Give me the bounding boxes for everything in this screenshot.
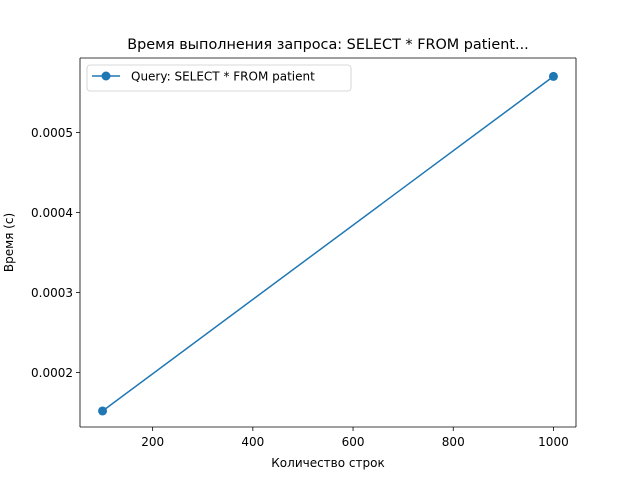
y-tick-label: 0.0004: [31, 206, 73, 220]
x-tick-label: 600: [342, 435, 365, 449]
x-tick-label: 800: [442, 435, 465, 449]
axes-frame: [79, 57, 577, 428]
y-tick-label: 0.0003: [31, 286, 73, 300]
y-axis-label: Время (с): [2, 213, 16, 272]
y-tick-label: 0.0005: [31, 126, 73, 140]
y-tick-label: 0.0002: [31, 366, 73, 380]
data-point: [98, 406, 108, 416]
legend-marker-swatch: [101, 71, 111, 81]
series-line: [102, 75, 554, 412]
x-tick-label: 400: [241, 435, 264, 449]
y-axis-ticks: 0.0002 0.0003 0.0004 0.0005: [31, 126, 80, 380]
series-layer: [98, 71, 558, 416]
legend-label: Query: SELECT * FROM patient: [131, 70, 315, 84]
data-point: [548, 71, 558, 81]
legend-box: [86, 64, 352, 92]
x-tick-label: 1000: [538, 435, 569, 449]
x-axis-ticks: 200 400 600 800 1000: [141, 427, 569, 449]
x-tick-label: 200: [141, 435, 164, 449]
chart-title: Время выполнения запроса: SELECT * FROM …: [127, 37, 528, 53]
legend: Query: SELECT * FROM patient: [86, 64, 352, 92]
x-axis-label: Количество строк: [271, 456, 384, 470]
